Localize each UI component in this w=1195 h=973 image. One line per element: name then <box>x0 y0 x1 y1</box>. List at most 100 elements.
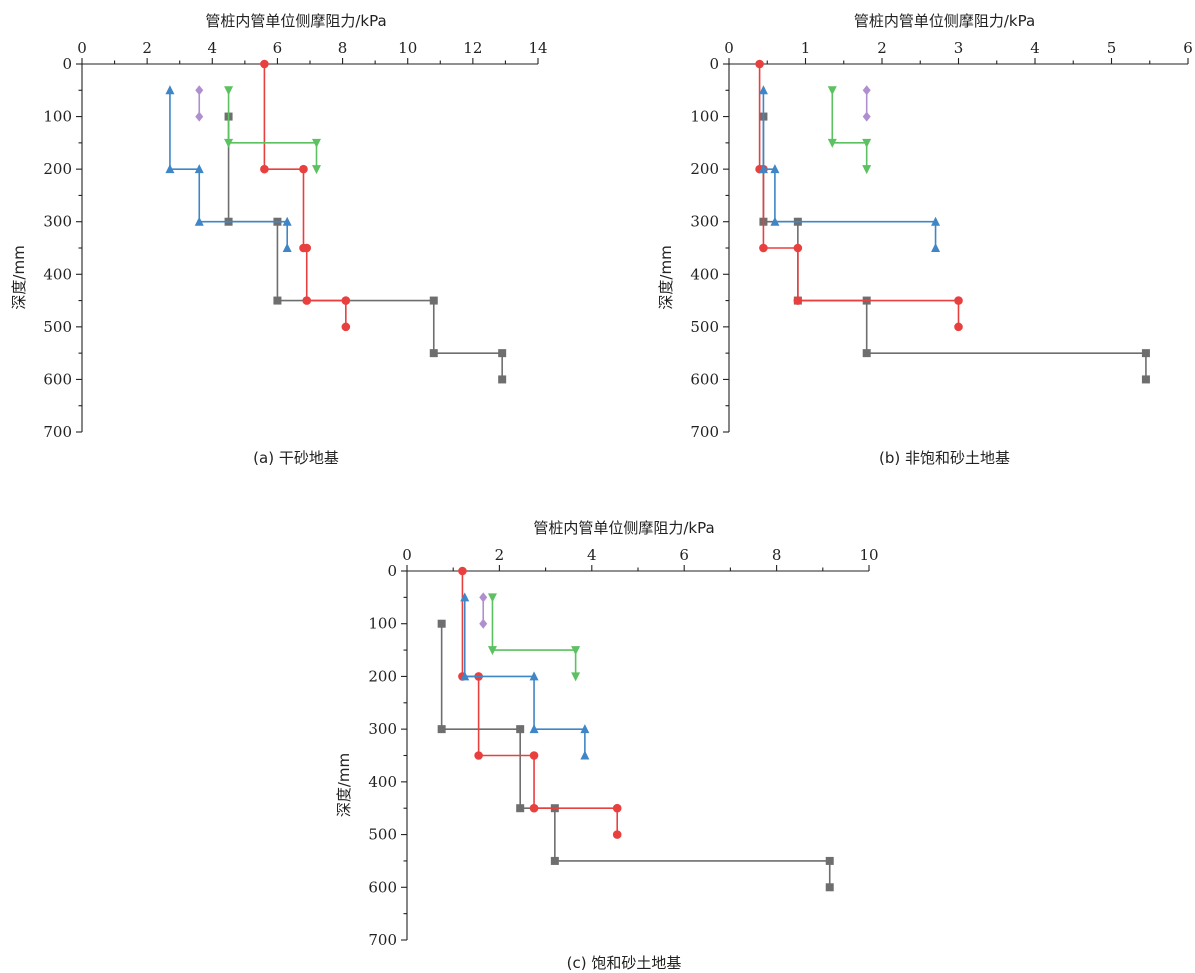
data-point <box>793 296 803 305</box>
data-point <box>931 243 941 252</box>
x-tick-label: 8 <box>772 546 782 564</box>
data-point <box>479 618 488 629</box>
data-point <box>580 750 590 760</box>
x-tick-label: 4 <box>208 39 218 57</box>
data-point <box>282 216 292 226</box>
y-axis-title: 深度/mm <box>335 753 353 817</box>
series-line <box>263 64 347 327</box>
x-tick-label: 2 <box>495 546 505 564</box>
data-point <box>165 164 175 174</box>
x-tick-label: 4 <box>587 546 597 564</box>
y-axis-title: 深度/mm <box>657 245 675 309</box>
y-tick-label: 600 <box>690 370 719 388</box>
series-triangle-down <box>487 593 581 682</box>
x-tick-label: 0 <box>724 39 734 57</box>
data-point <box>758 164 768 174</box>
data-point <box>862 85 871 96</box>
y-tick-label: 300 <box>690 213 719 231</box>
series-line <box>463 597 586 756</box>
data-point <box>862 165 872 175</box>
data-point <box>571 672 581 682</box>
data-point <box>437 619 446 628</box>
data-point <box>827 138 837 148</box>
data-point <box>341 322 351 332</box>
data-point <box>273 296 282 305</box>
data-point <box>571 646 581 656</box>
data-point <box>793 243 803 253</box>
data-point <box>165 85 175 95</box>
series-diamond <box>862 85 871 122</box>
series-line <box>762 90 937 248</box>
data-point <box>516 804 525 813</box>
data-point <box>460 671 470 681</box>
series-line <box>461 571 619 835</box>
series-circle <box>755 59 963 332</box>
data-point <box>954 322 963 332</box>
x-tick-label: 14 <box>528 39 547 57</box>
data-point <box>529 803 539 813</box>
series-diamond <box>195 85 204 122</box>
data-point <box>612 830 622 839</box>
data-point <box>260 164 269 174</box>
x-tick-label: 2 <box>142 39 152 57</box>
chart-panel-1: 0 1 2 3 4 5 6 0 100 200 300 400 500 600 700 管桩内管单位侧摩阻力/… <box>657 12 1193 467</box>
data-point <box>437 725 446 734</box>
data-point <box>224 86 234 96</box>
data-point <box>224 138 234 148</box>
series-line <box>227 116 503 380</box>
data-point <box>580 724 590 734</box>
data-point <box>282 243 292 252</box>
data-point <box>460 592 470 602</box>
x-tick-label: 6 <box>679 546 689 564</box>
y-tick-label: 600 <box>43 370 72 388</box>
data-point <box>299 164 308 174</box>
y-tick-label: 200 <box>43 160 72 178</box>
x-axis-title: 管桩内管单位侧摩阻力/kPa <box>854 12 1035 30</box>
x-tick-label: 12 <box>463 39 482 57</box>
y-tick-label: 500 <box>690 318 719 336</box>
data-point <box>498 349 507 358</box>
series-square <box>224 112 507 384</box>
x-tick-label: 10 <box>859 546 878 564</box>
data-point <box>758 85 768 95</box>
chart-panel-0: 0 2 4 6 8 10 12 14 0 100 200 300 400 500 600 700 管桩内管单位侧… <box>10 12 548 467</box>
data-point <box>312 138 322 148</box>
series-line <box>831 90 868 170</box>
series-triangle-up <box>460 592 590 760</box>
series-square <box>759 112 1150 384</box>
x-tick-label: 3 <box>954 39 964 57</box>
y-tick-label: 400 <box>368 773 397 791</box>
data-point <box>487 646 497 656</box>
data-point <box>550 856 559 865</box>
data-point <box>260 59 269 69</box>
data-point <box>759 243 768 253</box>
data-point <box>862 111 871 122</box>
series-diamond <box>479 592 488 629</box>
data-point <box>931 216 941 226</box>
data-point <box>195 111 204 122</box>
y-tick-label: 200 <box>368 667 397 685</box>
data-point <box>1141 375 1150 384</box>
y-tick-label: 500 <box>43 318 72 336</box>
data-point <box>487 593 497 603</box>
series-line <box>169 90 289 248</box>
series-line <box>491 597 577 677</box>
data-point <box>827 86 837 96</box>
data-point <box>862 349 871 358</box>
x-tick-label: 0 <box>402 546 412 564</box>
y-tick-label: 100 <box>43 108 72 126</box>
series-triangle-down <box>827 86 872 175</box>
y-tick-label: 300 <box>368 720 397 738</box>
data-point <box>825 856 834 865</box>
y-tick-label: 100 <box>690 108 719 126</box>
data-point <box>429 349 438 358</box>
data-point <box>458 566 467 576</box>
x-tick-label: 0 <box>77 39 87 57</box>
y-tick-label: 200 <box>690 160 719 178</box>
series-line <box>762 116 1147 380</box>
data-point <box>194 164 204 174</box>
x-tick-label: 4 <box>1030 39 1040 57</box>
data-point <box>429 296 438 305</box>
panel-caption: (c) 饱和砂土地基 <box>567 954 682 972</box>
